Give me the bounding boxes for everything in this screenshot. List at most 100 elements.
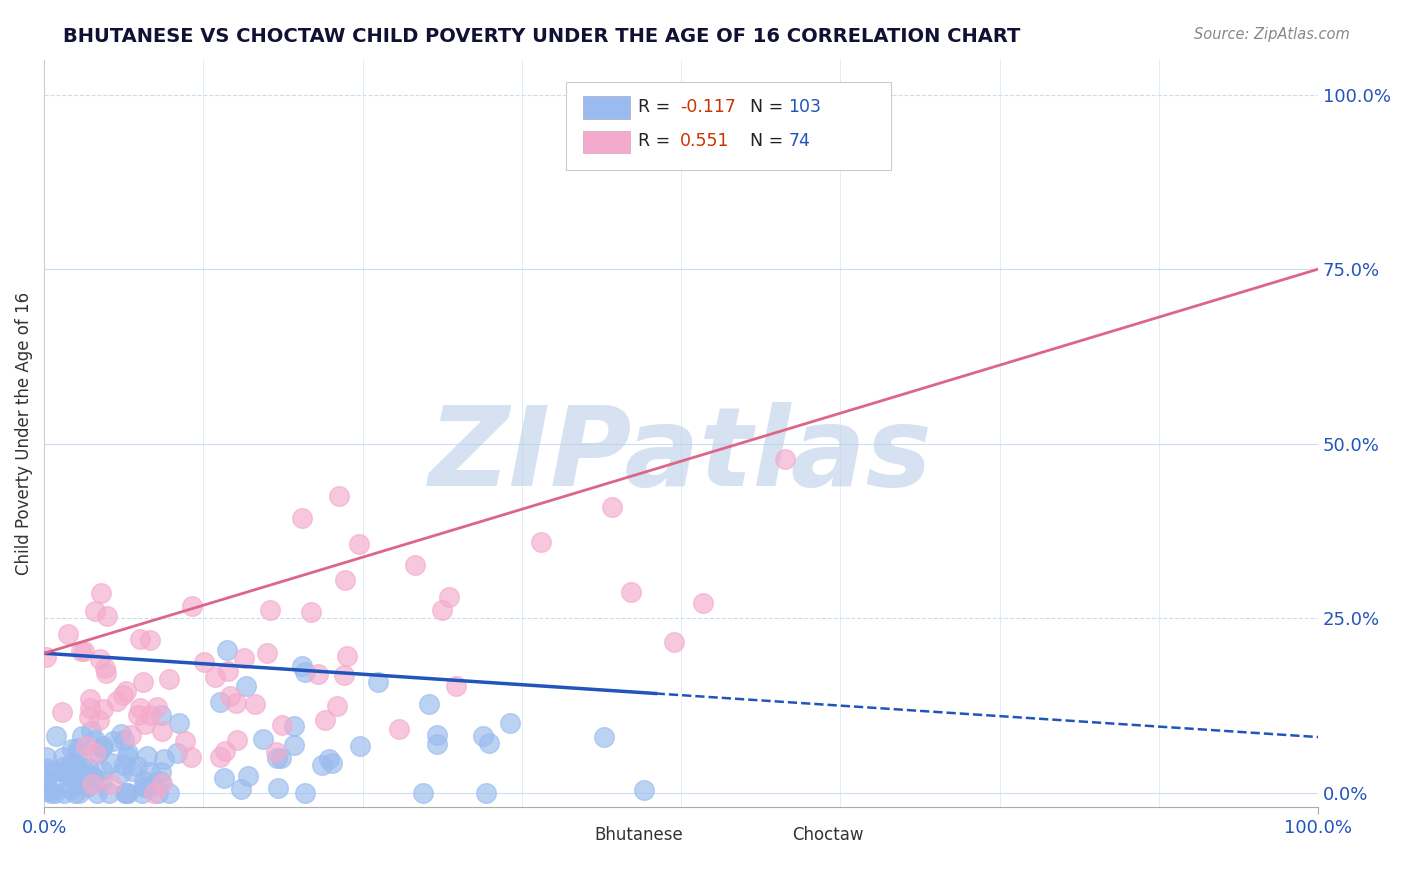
Point [267,780,290,795]
Text: -0.117: -0.117 [681,98,735,116]
Point [35,649,58,664]
Point [153,752,176,766]
Point [212,771,235,785]
Point [271,718,294,732]
Point [204,670,226,684]
Point [45,729,67,743]
Point [426,727,449,741]
Point [84,732,107,747]
Point [134,780,156,795]
Point [150,723,173,738]
Point [146,700,169,714]
Point [37,783,59,797]
Point [444,679,467,693]
Text: BHUTANESE VS CHOCTAW CHILD POVERTY UNDER THE AGE OF 16 CORRELATION CHART: BHUTANESE VS CHOCTAW CHILD POVERTY UNDER… [63,27,1021,45]
Point [37,781,59,796]
Point [66,776,89,790]
Point [208,750,231,764]
Point [256,646,278,660]
Point [219,690,242,704]
FancyBboxPatch shape [583,130,630,153]
Point [120,728,142,742]
Point [600,500,623,514]
Point [134,717,156,731]
Point [91,773,114,788]
Point [150,775,173,789]
Point [67,745,90,759]
Point [35,764,58,778]
Point [79,710,101,724]
Point [98,786,121,800]
Point [333,573,356,587]
Point [139,708,162,723]
Point [217,642,239,657]
Point [59,757,82,772]
Point [66,740,89,755]
Point [94,661,117,675]
Point [236,769,259,783]
Point [291,511,314,525]
Point [290,659,312,673]
Text: ZIPatlas: ZIPatlas [429,402,934,509]
Point [283,719,305,733]
Point [117,786,139,800]
Point [311,757,333,772]
Point [307,667,329,681]
Point [418,697,440,711]
Point [209,696,232,710]
Point [157,672,180,686]
Text: 74: 74 [789,132,810,150]
Point [336,648,359,663]
Point [75,767,97,781]
Point [432,603,454,617]
Point [84,747,107,761]
Point [87,746,110,760]
Point [141,778,163,792]
Point [82,777,104,791]
Point [150,707,173,722]
Point [530,534,553,549]
Point [110,727,132,741]
Point [138,765,160,780]
Point [35,749,58,764]
Point [115,786,138,800]
Point [593,730,616,744]
Point [294,665,316,680]
Point [181,599,204,613]
Point [76,761,98,775]
Point [633,782,655,797]
Point [60,742,83,756]
Point [58,764,80,779]
Point [294,786,316,800]
Point [79,692,101,706]
Point [404,558,426,572]
Text: N =: N = [749,132,789,150]
Point [35,773,58,788]
Point [58,627,80,641]
Point [63,762,86,776]
Point [70,644,93,658]
Point [129,700,152,714]
Point [84,604,107,618]
Point [139,633,162,648]
Point [100,777,122,791]
Point [93,702,115,716]
Point [72,761,94,775]
Point [167,715,190,730]
Point [692,596,714,610]
Point [96,608,118,623]
Point [664,635,686,649]
Point [127,707,149,722]
Point [91,741,114,756]
Point [51,705,73,719]
Text: N =: N = [749,98,789,116]
Point [266,750,288,764]
Point [90,585,112,599]
Point [321,756,343,770]
Point [67,786,90,800]
Point [149,773,172,788]
Point [115,748,138,763]
Point [349,739,371,754]
Point [129,632,152,646]
Point [70,730,93,744]
